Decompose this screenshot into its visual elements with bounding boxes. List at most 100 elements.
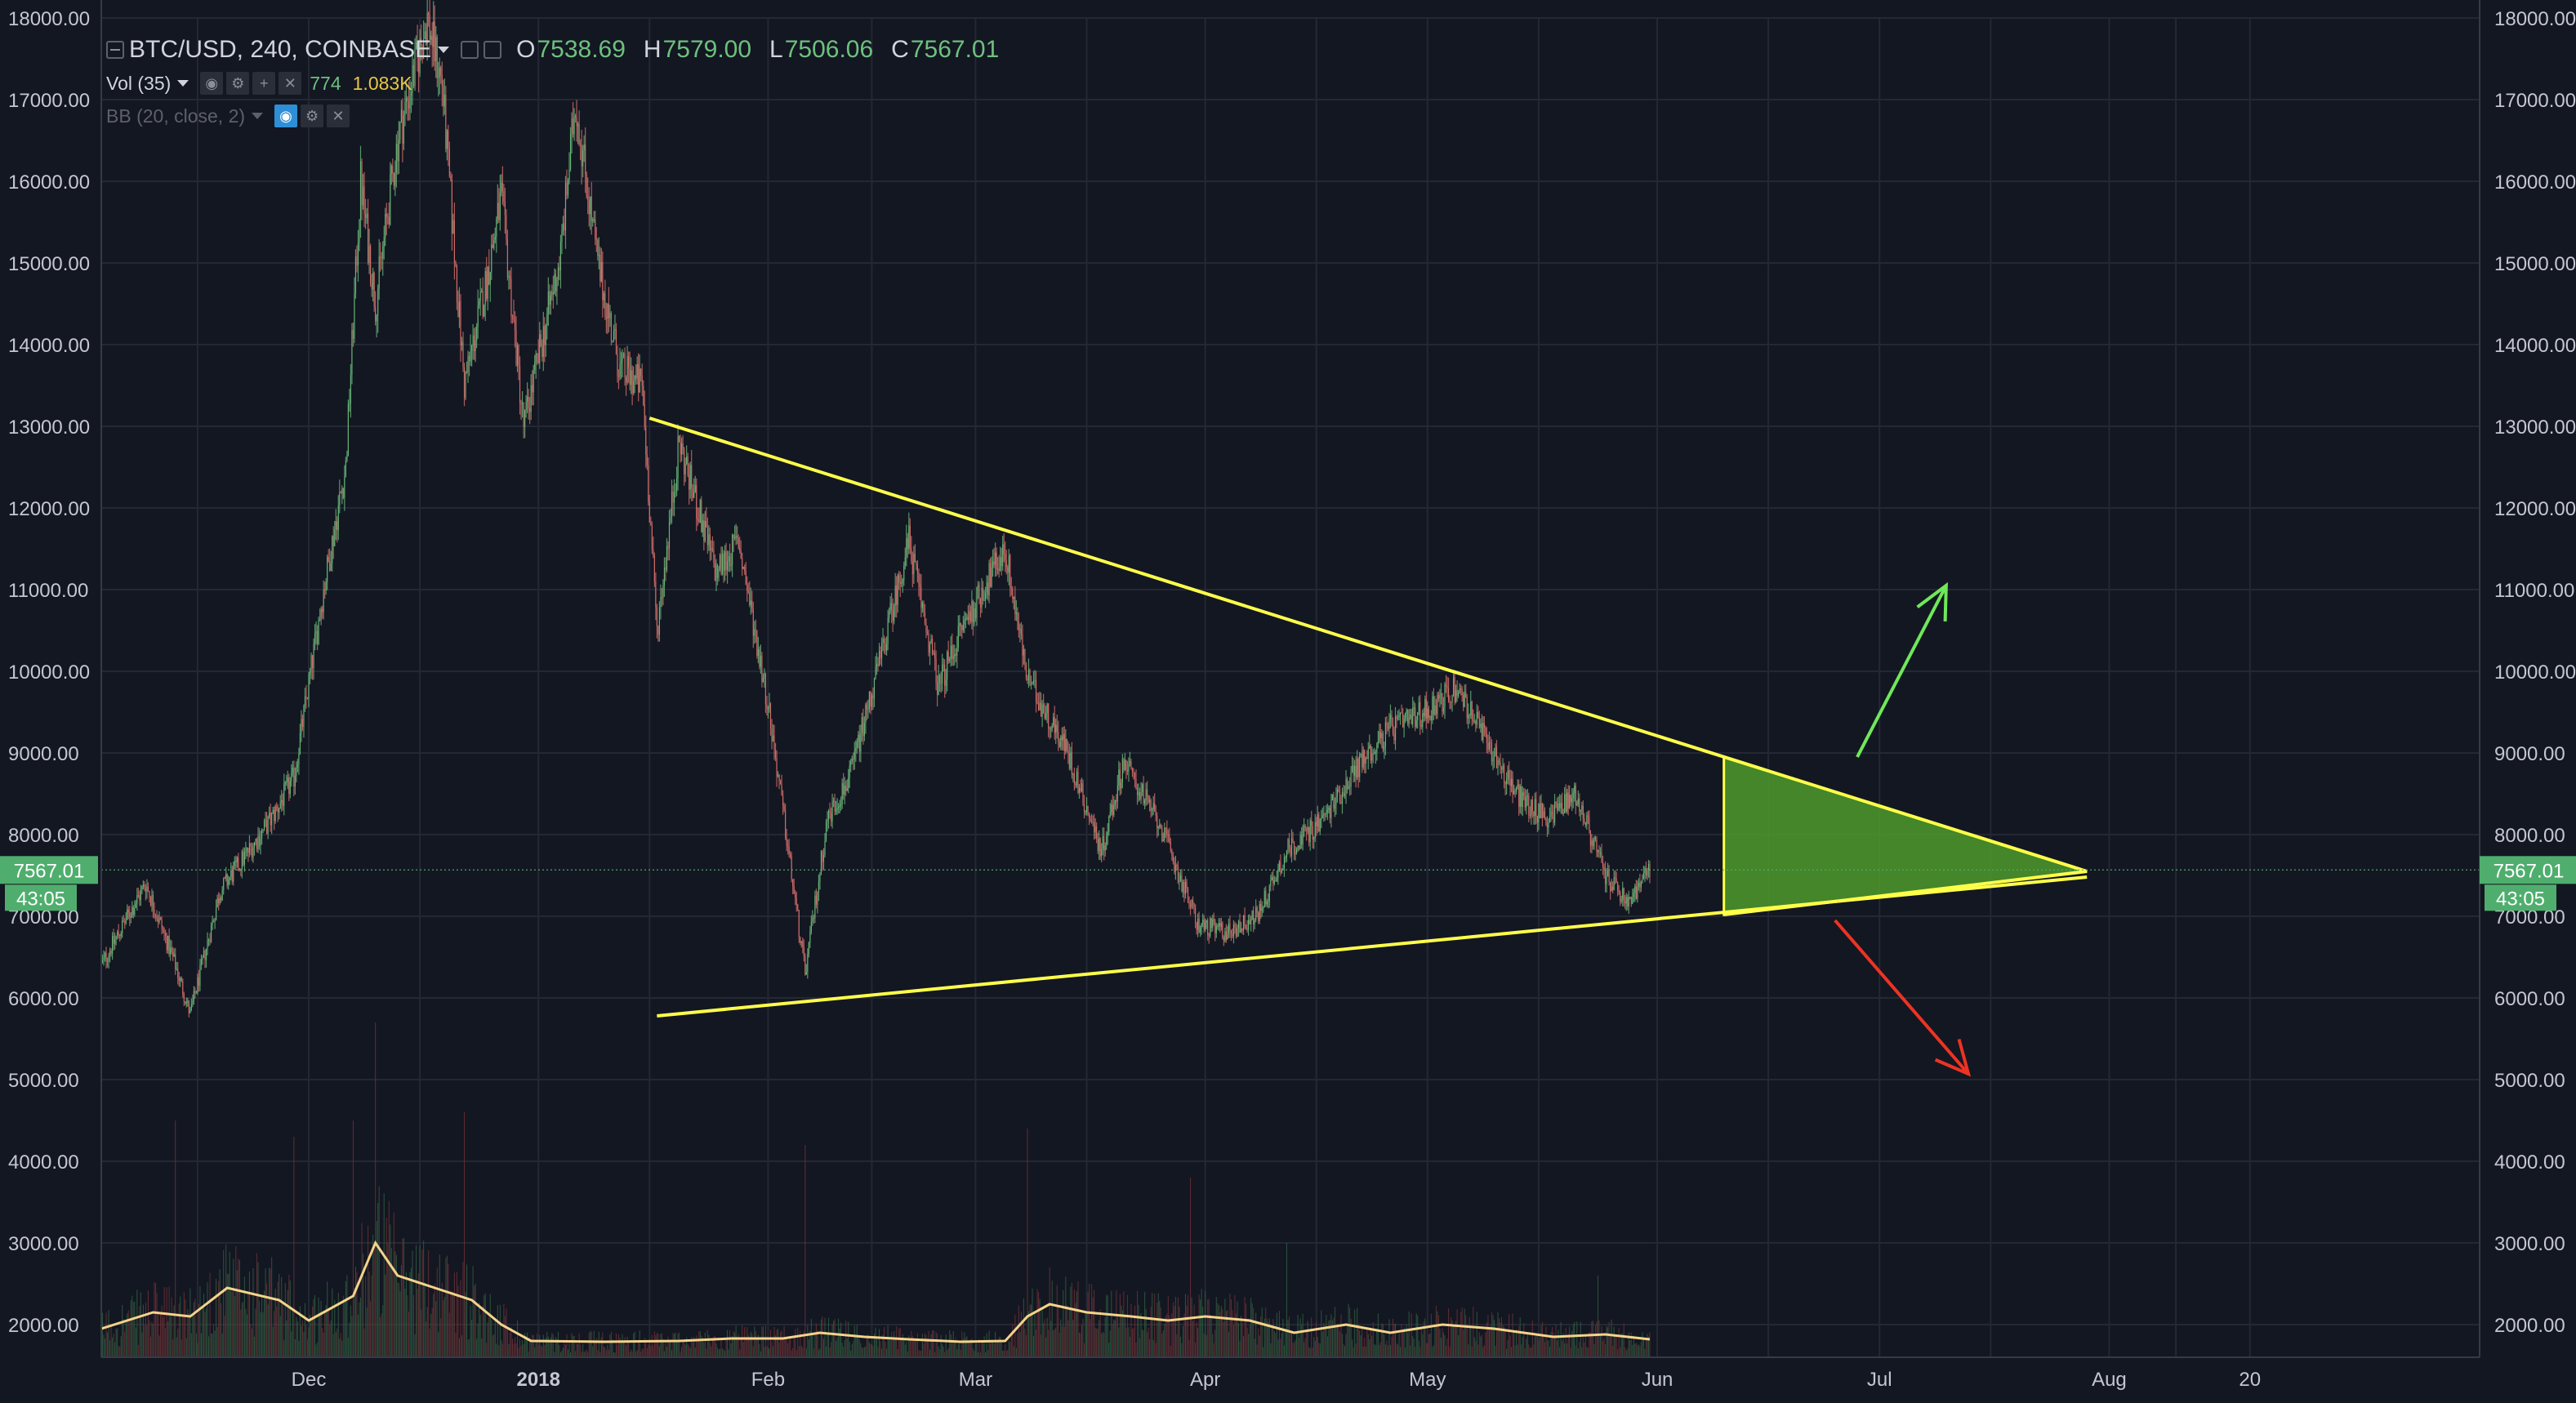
candle-body: [1075, 784, 1076, 786]
candle-body: [1605, 869, 1607, 884]
volume-bar: [388, 1200, 390, 1357]
candle-body: [328, 556, 329, 562]
plus-icon[interactable]: +: [252, 72, 276, 95]
breakout-up-arrow[interactable]: [1856, 581, 1948, 758]
volume-bar: [1229, 1294, 1231, 1357]
volume-bar: [354, 1267, 356, 1357]
volume-bar: [1155, 1343, 1157, 1357]
candle-body: [1121, 759, 1123, 782]
candle-body: [319, 619, 321, 621]
volume-bar: [1331, 1320, 1333, 1357]
gear-icon[interactable]: ⚙: [301, 105, 324, 127]
candlestick-series[interactable]: [100, 0, 1651, 1018]
volume-bar: [904, 1344, 906, 1357]
volume-bar: [703, 1342, 705, 1357]
volume-bar: [680, 1352, 681, 1357]
volume-bar: [676, 1340, 678, 1357]
candle-body: [426, 13, 428, 45]
volume-bar: [272, 1326, 274, 1357]
volume-bar: [1297, 1314, 1299, 1357]
candle-body: [1497, 760, 1499, 768]
candle-body: [1528, 795, 1530, 816]
drawing-overlays[interactable]: [101, 416, 2480, 1077]
volume-bar: [417, 1289, 418, 1357]
volume-bar: [1511, 1347, 1513, 1357]
settings-icon[interactable]: [461, 41, 479, 59]
volume-bar: [1092, 1297, 1094, 1357]
resistance-trendline[interactable]: [648, 416, 2088, 873]
candle-body: [256, 839, 258, 849]
candle-body: [1020, 628, 1022, 635]
volume-study-title[interactable]: Vol (35): [106, 72, 172, 94]
candle-body: [907, 538, 908, 550]
candle-body: [985, 592, 987, 600]
volume-bar: [204, 1312, 206, 1357]
candle-body: [204, 951, 206, 960]
candle-body: [1579, 798, 1580, 812]
volume-bar: [943, 1346, 944, 1357]
chevron-down-icon[interactable]: [252, 113, 264, 119]
volume-bar: [947, 1347, 949, 1357]
candle-body: [798, 910, 800, 938]
volume-bar: [1192, 1321, 1194, 1357]
candle-body: [1286, 851, 1287, 857]
volume-bar: [123, 1319, 124, 1357]
collapse-legend-icon[interactable]: [106, 41, 124, 59]
volume-bar: [330, 1321, 332, 1357]
volume-bar: [577, 1343, 579, 1357]
visibility-icon[interactable]: [484, 41, 502, 59]
candle-body: [1571, 798, 1573, 803]
volume-bar: [804, 1145, 806, 1357]
volume-bar: [1222, 1309, 1223, 1357]
volume-bar: [1569, 1326, 1571, 1357]
volume-bar: [443, 1297, 445, 1357]
volume-bar: [101, 1312, 104, 1357]
volume-bar: [346, 1275, 348, 1357]
candle-body: [851, 758, 853, 762]
bb-study-title[interactable]: BB (20, close, 2): [106, 105, 246, 127]
candle-body: [294, 775, 296, 787]
candle-body: [1343, 791, 1344, 796]
candle-body: [744, 567, 746, 572]
eye-icon[interactable]: ◉: [200, 72, 224, 95]
candle-body: [877, 663, 879, 666]
candle-body: [382, 246, 384, 259]
support-trendline[interactable]: [1723, 870, 2088, 916]
breakdown-arrow[interactable]: [1834, 919, 1972, 1077]
volume-bar: [851, 1343, 853, 1357]
candle-body: [1434, 706, 1436, 715]
volume-bar: [886, 1348, 888, 1357]
volume-bar: [974, 1343, 976, 1357]
volume-bar: [783, 1325, 785, 1357]
candle-body: [992, 561, 994, 568]
candle-body: [1580, 809, 1581, 812]
candle-body: [247, 848, 249, 853]
bb-legend: BB (20, close, 2) ◉ ⚙ ✕: [106, 101, 353, 131]
close-icon[interactable]: ✕: [279, 72, 302, 95]
volume-bar: [139, 1306, 140, 1357]
time-tick-label: Dec: [292, 1369, 327, 1391]
volume-bar: [1594, 1325, 1596, 1357]
candle-body: [1130, 761, 1132, 768]
volume-bar: [682, 1340, 684, 1357]
candle-body: [551, 292, 553, 296]
symbol-title[interactable]: BTC/USD, 240, COINBASE: [129, 36, 432, 63]
volume-bar: [932, 1330, 934, 1357]
volume-bar: [441, 1283, 443, 1357]
volume-bar: [319, 1312, 321, 1357]
eye-icon[interactable]: ◉: [274, 105, 298, 127]
candle-body: [966, 617, 968, 619]
volume-bar: [1458, 1334, 1460, 1357]
close-icon[interactable]: ✕: [327, 105, 350, 127]
chevron-down-icon[interactable]: [177, 80, 189, 87]
volume-bar: [810, 1319, 812, 1357]
volume-bar: [363, 1328, 365, 1357]
chevron-down-icon[interactable]: [438, 47, 450, 53]
volume-bar: [742, 1342, 744, 1357]
gear-icon[interactable]: ⚙: [226, 72, 250, 95]
candle-body: [1125, 760, 1127, 771]
volume-bar: [1144, 1292, 1146, 1357]
candle-body: [756, 630, 758, 656]
